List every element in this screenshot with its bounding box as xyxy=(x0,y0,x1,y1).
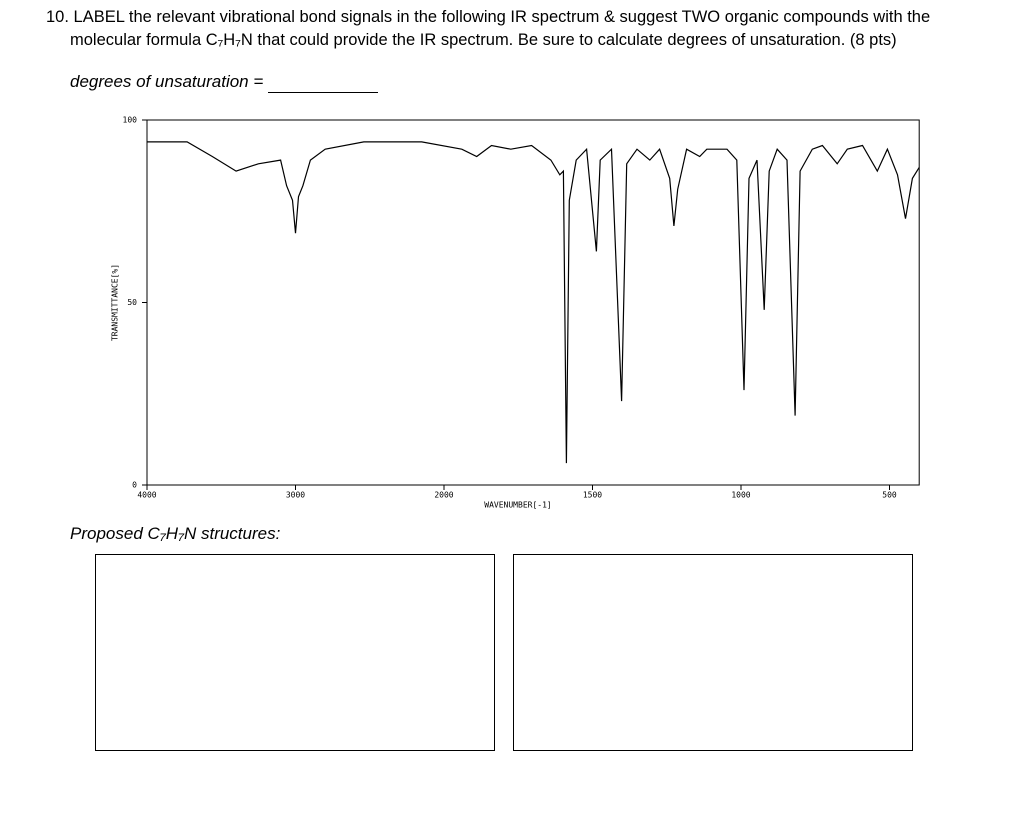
y-tick-label: 0 xyxy=(132,481,137,490)
ir-spectrum: 0 50 100 4000 3000 2000 1500 1000 500 WAVENUMBER[… xyxy=(111,116,920,510)
answer-box xyxy=(95,554,495,751)
x-tick-label: 1000 xyxy=(731,491,750,500)
question: 10. LABEL the relevant vibrational bond … xyxy=(46,8,931,49)
answer-box xyxy=(513,554,913,751)
plot-frame xyxy=(146,119,920,486)
x-tick-label: 3000 xyxy=(286,491,305,500)
answer-blank xyxy=(268,92,378,93)
x-tick-label: 1500 xyxy=(583,491,602,500)
x-axis-label: WAVENUMBER[-1] xyxy=(484,501,551,510)
proposed-label: Proposed C₇H₇N structures: xyxy=(70,524,281,543)
y-axis-label: TRANSMITTANCE[%] xyxy=(111,264,120,341)
x-tick-label: 2000 xyxy=(434,491,453,500)
y-tick-label: 100 xyxy=(123,116,138,125)
x-tick-label: 4000 xyxy=(137,491,156,500)
degrees-label: degrees of unsaturation = xyxy=(70,72,264,91)
x-tick-label: 500 xyxy=(882,491,897,500)
y-tick-label: 50 xyxy=(127,298,137,307)
spectrum-line xyxy=(147,141,920,464)
